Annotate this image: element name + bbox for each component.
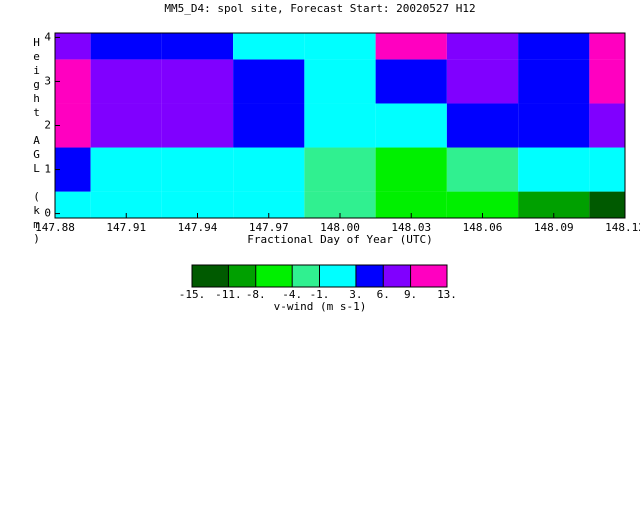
colorbar-swatch <box>292 265 320 287</box>
colorbar-label: v-wind (m s-1) <box>274 300 367 313</box>
colorbar-tick-label: -8. <box>246 288 266 301</box>
x-tick-label: 147.88 <box>35 221 75 234</box>
contour-cell <box>161 147 234 192</box>
contour-cell <box>375 147 447 192</box>
contour-cell <box>589 191 625 218</box>
colorbar-tick-label: -4. <box>282 288 302 301</box>
contour-cell <box>375 103 447 148</box>
y-tick-label: 1 <box>44 163 51 176</box>
colorbar-swatch <box>355 265 384 287</box>
colorbar-tick-label: 3. <box>349 288 362 301</box>
y-tick-label: 3 <box>44 74 51 87</box>
contour-cell <box>161 103 234 148</box>
y-tick-label: 0 <box>44 207 51 220</box>
contour-cell <box>90 103 162 148</box>
x-tick-label: 147.97 <box>249 221 289 234</box>
contour-cell <box>446 103 519 148</box>
contour-cell <box>233 33 305 60</box>
colorbar-swatch <box>410 265 447 287</box>
contour-cell <box>233 147 305 192</box>
x-tick-label: 147.91 <box>106 221 146 234</box>
contour-cell <box>518 33 590 60</box>
colorbar-swatch <box>228 265 256 287</box>
contour-cell <box>161 59 234 104</box>
contour-cell <box>55 147 91 192</box>
y-tick-label: 2 <box>44 119 51 132</box>
x-axis-label: Fractional Day of Year (UTC) <box>247 233 432 246</box>
contour-cell <box>161 33 234 60</box>
contour-cell <box>518 59 590 104</box>
colorbar-tick-label: 9. <box>404 288 417 301</box>
x-tick-label: 147.94 <box>178 221 218 234</box>
contour-cell <box>55 103 91 148</box>
contour-cell <box>55 191 91 218</box>
y-axis-label: Height AGL (km) <box>30 36 43 246</box>
contour-cell <box>90 33 162 60</box>
contour-cell <box>589 147 625 192</box>
y-tick-label: 4 <box>44 30 51 43</box>
colorbar-tick-label: 13. <box>437 288 457 301</box>
contour-cell <box>304 147 376 192</box>
contour-cell <box>518 103 590 148</box>
colorbar-tick-label: -15. <box>179 288 206 301</box>
x-tick-label: 148.06 <box>463 221 503 234</box>
contour-cell <box>55 59 91 104</box>
chart-title: MM5_D4: spol site, Forecast Start: 20020… <box>164 2 475 15</box>
contour-cell <box>446 33 519 60</box>
contour-cell <box>589 103 625 148</box>
contour-cell <box>446 59 519 104</box>
colorbar-swatch <box>383 265 411 287</box>
colorbar-swatch <box>192 265 229 287</box>
colorbar-swatch <box>319 265 356 287</box>
contour-cell <box>375 33 447 60</box>
x-tick-label: 148.03 <box>391 221 431 234</box>
contour-cell <box>233 59 305 104</box>
colorbar-tick-label: 6. <box>377 288 390 301</box>
colorbar-tick-label: -11. <box>215 288 242 301</box>
contour-cell <box>375 59 447 104</box>
contour-cell <box>90 147 162 192</box>
contour-cell <box>233 103 305 148</box>
x-tick-label: 148.09 <box>534 221 574 234</box>
contour-cell <box>304 103 376 148</box>
contour-cell <box>589 59 625 104</box>
x-tick-label: 148.00 <box>320 221 360 234</box>
colorbar-swatch <box>255 265 293 287</box>
contour-cell <box>55 33 91 60</box>
contour-cell <box>446 147 519 192</box>
contour-cell <box>304 59 376 104</box>
contour-cell <box>304 33 376 60</box>
colorbar-tick-label: -1. <box>310 288 330 301</box>
contour-cell <box>518 147 590 192</box>
contour-cell <box>90 59 162 104</box>
contour-cell <box>589 33 625 60</box>
x-tick-label: 148.12 <box>605 221 640 234</box>
